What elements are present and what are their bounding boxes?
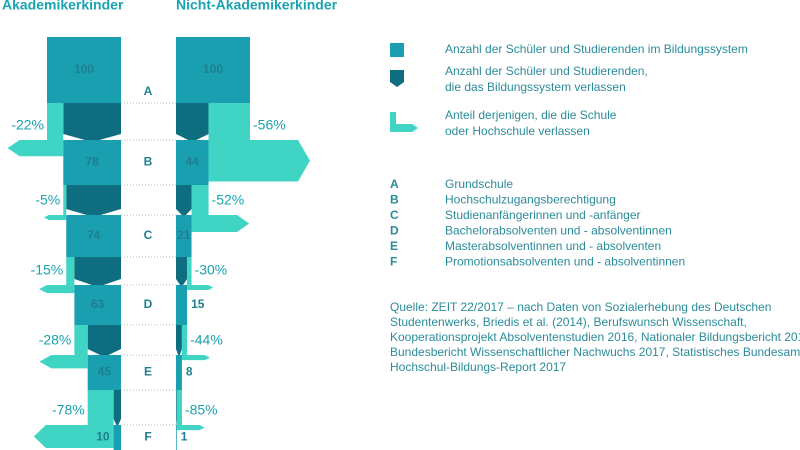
dropout-arrow xyxy=(43,185,67,220)
series-title: Nicht-Akademikerkinder xyxy=(176,0,338,13)
level-bar xyxy=(113,425,121,450)
key-description: Hochschulzugangsberechtigung xyxy=(445,193,616,207)
dropout-arrow xyxy=(33,390,114,448)
key-description: Masterabsolventinnen und - absolventen xyxy=(445,239,661,253)
dropout-label: -28% xyxy=(39,332,72,348)
source-line: Bundesbericht Wissenschaftlicher Nachwuc… xyxy=(390,345,800,359)
leaving-marker xyxy=(176,257,188,287)
key-description: Promotionsabsolventen und - absolventinn… xyxy=(445,255,685,269)
dropout-arrow xyxy=(191,185,250,233)
level-bar xyxy=(176,355,182,390)
dropout-arrow xyxy=(39,257,75,294)
dropout-label: -56% xyxy=(253,117,286,133)
category-label: C xyxy=(144,228,153,242)
legend-swatch xyxy=(390,112,418,132)
key-letter: D xyxy=(390,224,399,238)
level-bar xyxy=(176,425,177,450)
key-description: Studienanfängerinnen und -anfänger xyxy=(445,208,641,222)
legend-swatch xyxy=(390,70,404,87)
legend-label: die das Bildungssystem verlassen xyxy=(445,80,626,94)
dropout-label: -22% xyxy=(11,117,44,133)
dropout-label: -78% xyxy=(52,402,85,418)
dropout-arrow xyxy=(39,325,88,369)
leaving-marker xyxy=(113,390,121,427)
value-label: 21 xyxy=(177,228,191,242)
level-bar xyxy=(176,285,188,325)
source-line: Kooperationsprojekt Absolventenstudien 2… xyxy=(390,330,800,344)
level-bar xyxy=(63,140,121,185)
dropout-arrow xyxy=(187,257,214,290)
key-description: Grundschule xyxy=(445,177,513,191)
dropout-label: -85% xyxy=(185,402,218,418)
source-line: Quelle: ZEIT 22/2017 – nach Daten von So… xyxy=(390,300,771,314)
dropout-arrow xyxy=(176,390,205,431)
level-bar xyxy=(47,37,121,103)
level-bar xyxy=(176,37,250,103)
level-bar xyxy=(176,140,209,185)
value-label: 45 xyxy=(98,365,112,379)
key-letter: A xyxy=(390,177,399,191)
dropout-arrow xyxy=(7,103,64,157)
value-label: 44 xyxy=(186,155,200,169)
value-label: 1 xyxy=(181,430,188,444)
legend-label: oder Hochschule verlassen xyxy=(445,124,590,138)
leaving-marker xyxy=(176,103,209,142)
level-bar xyxy=(176,215,192,257)
legend-label: Anteil derjenigen, die die Schule xyxy=(445,108,617,122)
category-label: E xyxy=(144,365,152,379)
value-label: 74 xyxy=(87,228,101,242)
level-bar xyxy=(66,215,121,257)
leaving-marker xyxy=(176,390,177,427)
value-label: 78 xyxy=(85,155,99,169)
level-bar xyxy=(74,285,121,325)
leaving-marker xyxy=(66,185,121,217)
value-label: 100 xyxy=(203,62,223,76)
category-label: A xyxy=(144,84,153,98)
value-label: 63 xyxy=(91,297,105,311)
level-bar xyxy=(87,355,121,390)
key-description: Bachelorabsolventen und - absolventinnen xyxy=(445,224,672,238)
value-label: 8 xyxy=(186,365,193,379)
series-title: Akademikerkinder xyxy=(2,0,124,13)
dropout-label: -44% xyxy=(190,332,223,348)
dropout-arrow xyxy=(208,103,310,182)
leaving-marker xyxy=(176,325,182,357)
key-letter: C xyxy=(390,208,399,222)
dropout-arrow xyxy=(181,325,210,361)
key-letter: E xyxy=(390,239,398,253)
source-line: Hochschul-Bildungs-Report 2017 xyxy=(390,360,566,374)
legend-label: Anzahl der Schüler und Studierenden im B… xyxy=(445,42,748,56)
category-label: D xyxy=(144,297,153,311)
category-label: B xyxy=(144,155,153,169)
source-line: Studentenwerks, Briedis et al. (2014), B… xyxy=(390,315,747,329)
legend-swatch xyxy=(390,43,404,57)
key-letter: B xyxy=(390,193,399,207)
dropout-label: -5% xyxy=(35,192,60,208)
value-label: 15 xyxy=(191,297,205,311)
leaving-marker xyxy=(74,257,121,287)
dropout-label: -15% xyxy=(31,262,64,278)
key-letter: F xyxy=(390,255,397,269)
dropout-label: -52% xyxy=(212,192,245,208)
category-label: F xyxy=(144,430,151,444)
value-label: 100 xyxy=(74,62,94,76)
legend-label: Anzahl der Schüler und Studierenden, xyxy=(445,64,648,78)
leaving-marker xyxy=(87,325,121,357)
dropout-label: -30% xyxy=(195,262,228,278)
leaving-marker xyxy=(176,185,192,217)
leaving-marker xyxy=(63,103,121,142)
value-label: 10 xyxy=(96,430,110,444)
